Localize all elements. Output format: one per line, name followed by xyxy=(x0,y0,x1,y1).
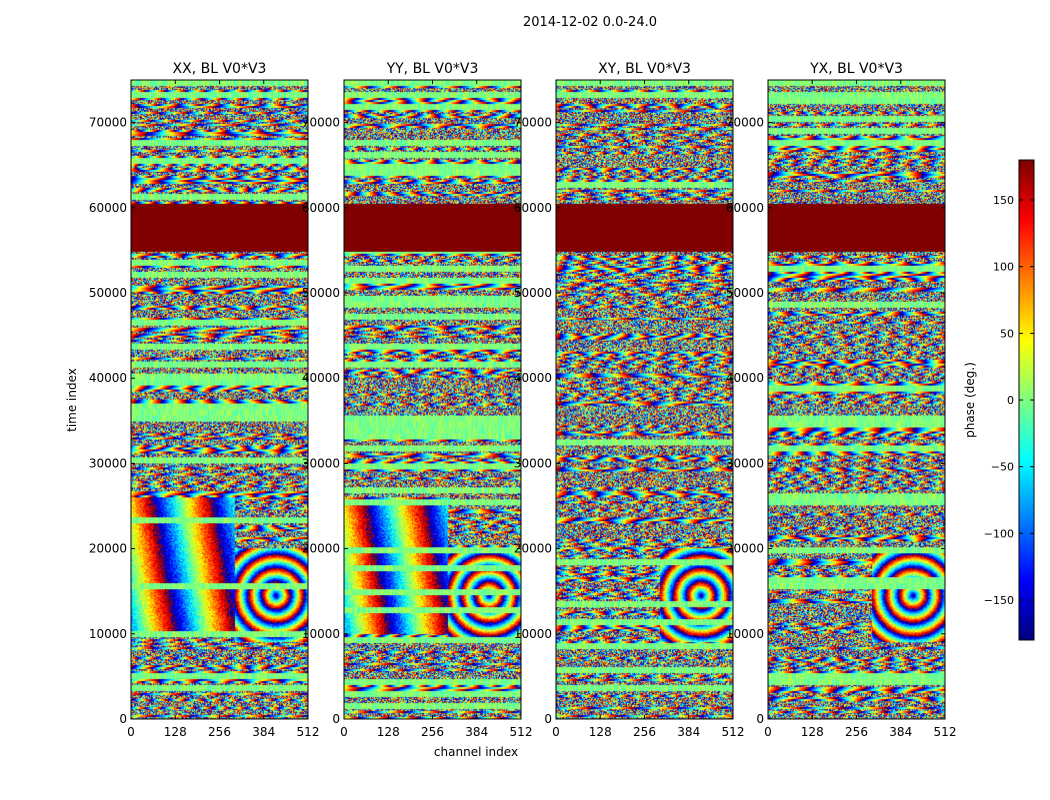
phase-image-yy xyxy=(344,80,521,719)
panel-title: XX, BL V0*V3 xyxy=(173,61,267,77)
y-tick-label: 0 xyxy=(756,712,764,726)
x-tick-label: 384 xyxy=(465,725,488,739)
y-tick-label: 10000 xyxy=(726,627,764,641)
x-tick-label: 512 xyxy=(297,725,320,739)
y-tick-label: 40000 xyxy=(514,371,552,385)
y-tick-label: 30000 xyxy=(89,456,127,470)
y-tick-label: 70000 xyxy=(302,116,340,130)
panel-title: YY, BL V0*V3 xyxy=(386,61,479,77)
y-tick-label: 20000 xyxy=(302,542,340,556)
y-tick-label: 60000 xyxy=(726,201,764,215)
y-tick-label: 40000 xyxy=(726,371,764,385)
x-tick-label: 256 xyxy=(633,725,656,739)
x-tick-label: 256 xyxy=(845,725,868,739)
panel-xy: XY, BL V0*V3 0 128 256 384 512 0 10000 20000 3000… xyxy=(514,61,745,739)
x-tick-label: 128 xyxy=(164,725,187,739)
y-tick-label: 70000 xyxy=(89,116,127,130)
y-tick-label: 50000 xyxy=(302,286,340,300)
colorbar-gradient xyxy=(1019,160,1034,640)
y-tick-label: 60000 xyxy=(514,201,552,215)
y-tick-label: 50000 xyxy=(89,286,127,300)
x-tick-label: 384 xyxy=(677,725,700,739)
x-tick-label: 512 xyxy=(934,725,957,739)
colorbar-tick-label: 100 xyxy=(993,261,1014,274)
y-tick-label: 0 xyxy=(544,712,552,726)
panels: XX, BL V0*V3 0 128 256 384 512 0 10000 20000 3000… xyxy=(89,61,957,739)
y-tick-label: 20000 xyxy=(726,542,764,556)
colorbar-tick-label: −150 xyxy=(984,594,1014,607)
y-tick-label: 40000 xyxy=(89,371,127,385)
panel-yx: YX, BL V0*V3 0 128 256 384 512 0 10000 20000 3000… xyxy=(726,61,957,739)
colorbar-tick-label: 50 xyxy=(1000,327,1014,340)
figure-title: 2014-12-02 0.0-24.0 xyxy=(523,15,657,30)
x-tick-label: 0 xyxy=(340,725,348,739)
y-tick-label: 50000 xyxy=(726,286,764,300)
y-tick-label: 30000 xyxy=(514,456,552,470)
x-tick-label: 256 xyxy=(421,725,444,739)
phase-image-xx xyxy=(131,80,308,719)
y-axis-label: time index xyxy=(65,368,79,432)
x-tick-label: 512 xyxy=(722,725,745,739)
colorbar: 150 100 50 0 −50 −100 −150 xyxy=(984,159,1035,641)
y-tick-label: 30000 xyxy=(302,456,340,470)
x-axis-label: channel index xyxy=(434,745,518,759)
colorbar-tick-label: 0 xyxy=(1007,394,1014,407)
y-tick-label: 50000 xyxy=(514,286,552,300)
y-tick-label: 0 xyxy=(119,712,127,726)
panel-title: YX, BL V0*V3 xyxy=(809,61,903,77)
y-tick-label: 10000 xyxy=(89,627,127,641)
y-tick-label: 70000 xyxy=(726,116,764,130)
y-tick-label: 20000 xyxy=(89,542,127,556)
colorbar-label: phase (deg.) xyxy=(963,362,977,438)
y-tick-label: 20000 xyxy=(514,542,552,556)
y-tick-label: 10000 xyxy=(514,627,552,641)
x-tick-label: 384 xyxy=(252,725,275,739)
y-tick-label: 40000 xyxy=(302,371,340,385)
colorbar-tick-label: −50 xyxy=(991,461,1014,474)
phase-image-xy xyxy=(556,80,733,719)
x-tick-label: 512 xyxy=(510,725,533,739)
panel-xx: XX, BL V0*V3 0 128 256 384 512 0 10000 20000 3000… xyxy=(89,61,320,739)
y-tick-label: 70000 xyxy=(514,116,552,130)
x-tick-label: 0 xyxy=(127,725,135,739)
y-tick-label: 10000 xyxy=(302,627,340,641)
panel-yy: YY, BL V0*V3 0 128 256 384 512 0 10000 20000 3000… xyxy=(302,61,533,739)
y-tick-label: 60000 xyxy=(89,201,127,215)
x-tick-label: 128 xyxy=(377,725,400,739)
y-tick-label: 30000 xyxy=(726,456,764,470)
x-tick-label: 0 xyxy=(552,725,560,739)
x-tick-label: 384 xyxy=(889,725,912,739)
x-tick-label: 128 xyxy=(589,725,612,739)
x-tick-label: 128 xyxy=(801,725,824,739)
colorbar-tick-label: −100 xyxy=(984,527,1014,540)
y-tick-label: 0 xyxy=(332,712,340,726)
y-tick-label: 60000 xyxy=(302,201,340,215)
panel-title: XY, BL V0*V3 xyxy=(598,61,691,77)
phase-image-yx xyxy=(768,80,945,719)
x-tick-label: 256 xyxy=(208,725,231,739)
colorbar-tick-label: 150 xyxy=(993,194,1014,207)
x-tick-label: 0 xyxy=(764,725,772,739)
